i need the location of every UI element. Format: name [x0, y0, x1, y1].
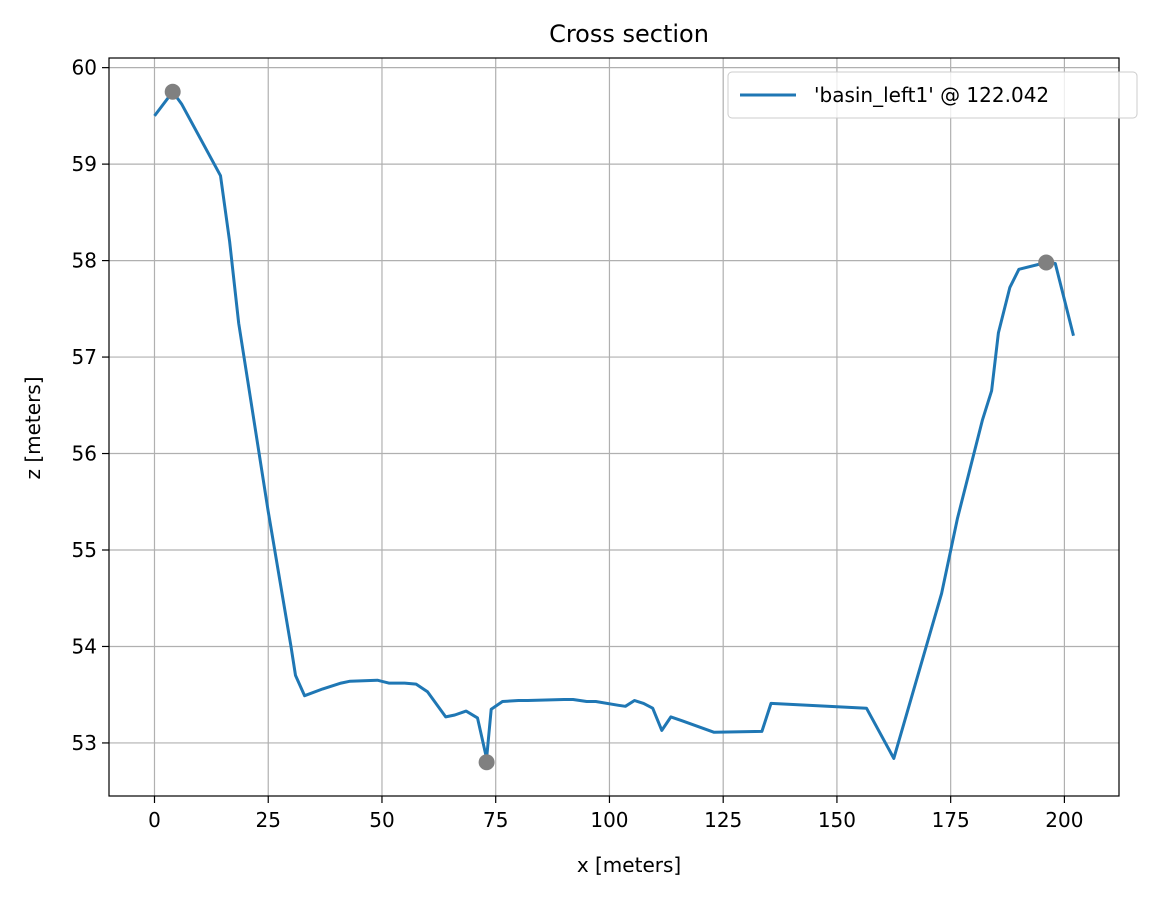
x-tick-label: 200 — [1045, 808, 1083, 832]
y-tick-label: 58 — [72, 249, 97, 273]
x-tick-label: 25 — [256, 808, 281, 832]
x-tick-label: 150 — [818, 808, 856, 832]
legend-entry-label: 'basin_left1' @ 122.042 — [814, 83, 1049, 107]
marker-layer — [164, 83, 1055, 771]
x-axis-ticks: 0 25 50 75 100 125 150 175 200 — [148, 796, 1083, 832]
legend-frame — [727, 71, 1138, 119]
x-tick-label: 75 — [483, 808, 508, 832]
marker-point — [164, 83, 181, 100]
y-axis-label: z [meters] — [21, 376, 45, 479]
series-line — [153, 90, 1075, 760]
y-tick-label: 57 — [72, 345, 97, 369]
y-tick-label: 59 — [72, 152, 97, 176]
y-tick-label: 60 — [72, 56, 97, 80]
y-tick-label: 54 — [72, 634, 97, 658]
marker-point — [478, 754, 495, 771]
marker-point — [1038, 254, 1055, 271]
y-tick-label: 53 — [72, 731, 97, 755]
x-tick-label: 125 — [704, 808, 742, 832]
x-axis-label: x [meters] — [577, 853, 681, 877]
series-layer — [153, 90, 1075, 760]
chart-title: Cross section — [549, 20, 709, 48]
y-axis-ticks: 53 54 55 56 57 58 59 60 — [72, 56, 109, 755]
legend: 'basin_left1' @ 122.042 — [727, 71, 1138, 119]
y-tick-label: 56 — [72, 442, 97, 466]
x-tick-label: 175 — [932, 808, 970, 832]
x-tick-label: 0 — [148, 808, 161, 832]
plot-frame — [108, 57, 1120, 797]
y-tick-label: 55 — [72, 538, 97, 562]
grid — [109, 58, 1119, 796]
x-tick-label: 100 — [590, 808, 628, 832]
x-tick-label: 50 — [369, 808, 394, 832]
